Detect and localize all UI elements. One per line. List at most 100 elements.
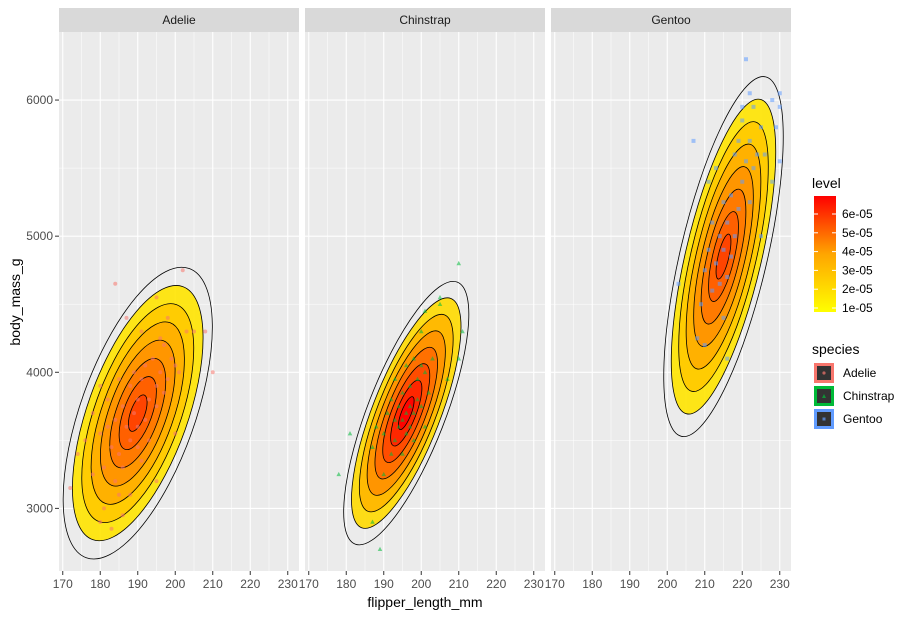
- density-contours: [663, 76, 784, 437]
- y-tick-label: 3000: [26, 501, 53, 515]
- level-legend: level 6e-05 5e-05 4e-05 3e-05 2e-05 1e-05: [812, 175, 873, 315]
- density-contour: [343, 280, 470, 546]
- data-point: [90, 472, 95, 477]
- species-key-point: [822, 394, 826, 398]
- points-adelie: [68, 268, 215, 531]
- data-point: [135, 397, 140, 402]
- data-point: [403, 362, 409, 368]
- data-point: [422, 369, 428, 375]
- density-contour: [127, 394, 148, 432]
- data-point: [770, 98, 775, 103]
- x-tick-label: 200: [165, 577, 185, 591]
- species-key-point: [822, 417, 826, 421]
- x-tick-label: 230: [524, 577, 544, 591]
- panel-background: [305, 32, 545, 571]
- x-tick-label: 190: [128, 577, 148, 591]
- data-point: [717, 281, 722, 286]
- data-point: [388, 451, 394, 456]
- data-point: [725, 356, 730, 361]
- data-point: [184, 329, 189, 334]
- facet-panel-chinstrap: [305, 32, 545, 571]
- data-point: [751, 166, 756, 171]
- data-point: [422, 308, 428, 313]
- level-legend-label: 1e-05: [842, 301, 873, 315]
- level-legend-title: level: [812, 175, 841, 191]
- data-point: [725, 275, 730, 279]
- data-point: [736, 206, 741, 211]
- data-point: [128, 383, 133, 388]
- level-legend-label: 4e-05: [842, 245, 873, 259]
- data-point: [725, 220, 730, 225]
- density-contour: [62, 266, 213, 560]
- data-point: [430, 356, 435, 361]
- data-point: [165, 315, 170, 320]
- data-point: [102, 506, 106, 511]
- data-point: [124, 424, 129, 429]
- data-point: [755, 152, 760, 157]
- x-tick-label: 170: [545, 577, 565, 591]
- data-point: [759, 234, 763, 239]
- x-tick-label: 170: [53, 577, 73, 591]
- data-point: [90, 411, 95, 416]
- data-point: [336, 471, 342, 477]
- species-legend-label: Adelie: [843, 366, 877, 380]
- level-colorbar: [814, 196, 836, 312]
- data-point: [385, 410, 390, 415]
- x-tick-label: 180: [90, 577, 110, 591]
- data-point: [747, 91, 752, 96]
- data-point: [150, 356, 155, 361]
- data-point: [706, 247, 711, 252]
- data-point: [403, 431, 409, 436]
- facet-strip-label: Chinstrap: [399, 13, 451, 27]
- data-point: [456, 260, 462, 266]
- data-point: [109, 526, 114, 531]
- x-tick-label: 190: [374, 577, 394, 591]
- data-point: [98, 431, 103, 436]
- facet-strip: [59, 8, 299, 32]
- facet-strip: [551, 8, 791, 32]
- level-legend-label: 6e-05: [842, 207, 873, 221]
- data-point: [128, 438, 133, 443]
- facet-strip-label: Gentoo: [651, 13, 691, 27]
- data-point: [744, 57, 748, 62]
- data-point: [702, 343, 707, 348]
- data-point: [400, 390, 405, 395]
- data-point: [691, 138, 696, 143]
- data-point: [165, 377, 170, 382]
- data-point: [740, 179, 745, 184]
- data-point: [98, 520, 103, 524]
- data-point: [68, 485, 73, 490]
- data-point: [373, 424, 379, 429]
- data-point: [132, 411, 136, 416]
- data-point: [777, 91, 782, 96]
- data-point: [120, 404, 125, 409]
- data-point: [154, 295, 159, 300]
- data-point: [102, 465, 106, 470]
- data-point: [699, 302, 703, 307]
- data-point: [418, 362, 424, 368]
- data-point: [109, 445, 114, 450]
- data-point: [460, 328, 465, 334]
- species-legend: species Adelie Chinstrap Gentoo: [812, 341, 895, 429]
- data-point: [370, 444, 375, 449]
- species-legend-label: Chinstrap: [843, 389, 895, 403]
- data-point: [717, 234, 722, 239]
- data-point: [117, 451, 121, 456]
- points-gentoo: [676, 57, 782, 361]
- data-point: [162, 390, 166, 395]
- data-point: [695, 336, 700, 341]
- data-point: [158, 370, 163, 375]
- data-point: [173, 363, 178, 368]
- data-point: [706, 179, 711, 184]
- data-point: [113, 417, 118, 422]
- data-point: [403, 410, 409, 415]
- x-tick-label: 220: [486, 577, 506, 591]
- data-point: [162, 343, 166, 348]
- data-point: [105, 424, 110, 429]
- density-contour: [715, 233, 732, 280]
- data-point: [154, 383, 159, 388]
- species-legend-label: Gentoo: [843, 412, 883, 426]
- data-point: [456, 356, 462, 361]
- data-point: [770, 179, 775, 184]
- x-tick-label: 180: [336, 577, 356, 591]
